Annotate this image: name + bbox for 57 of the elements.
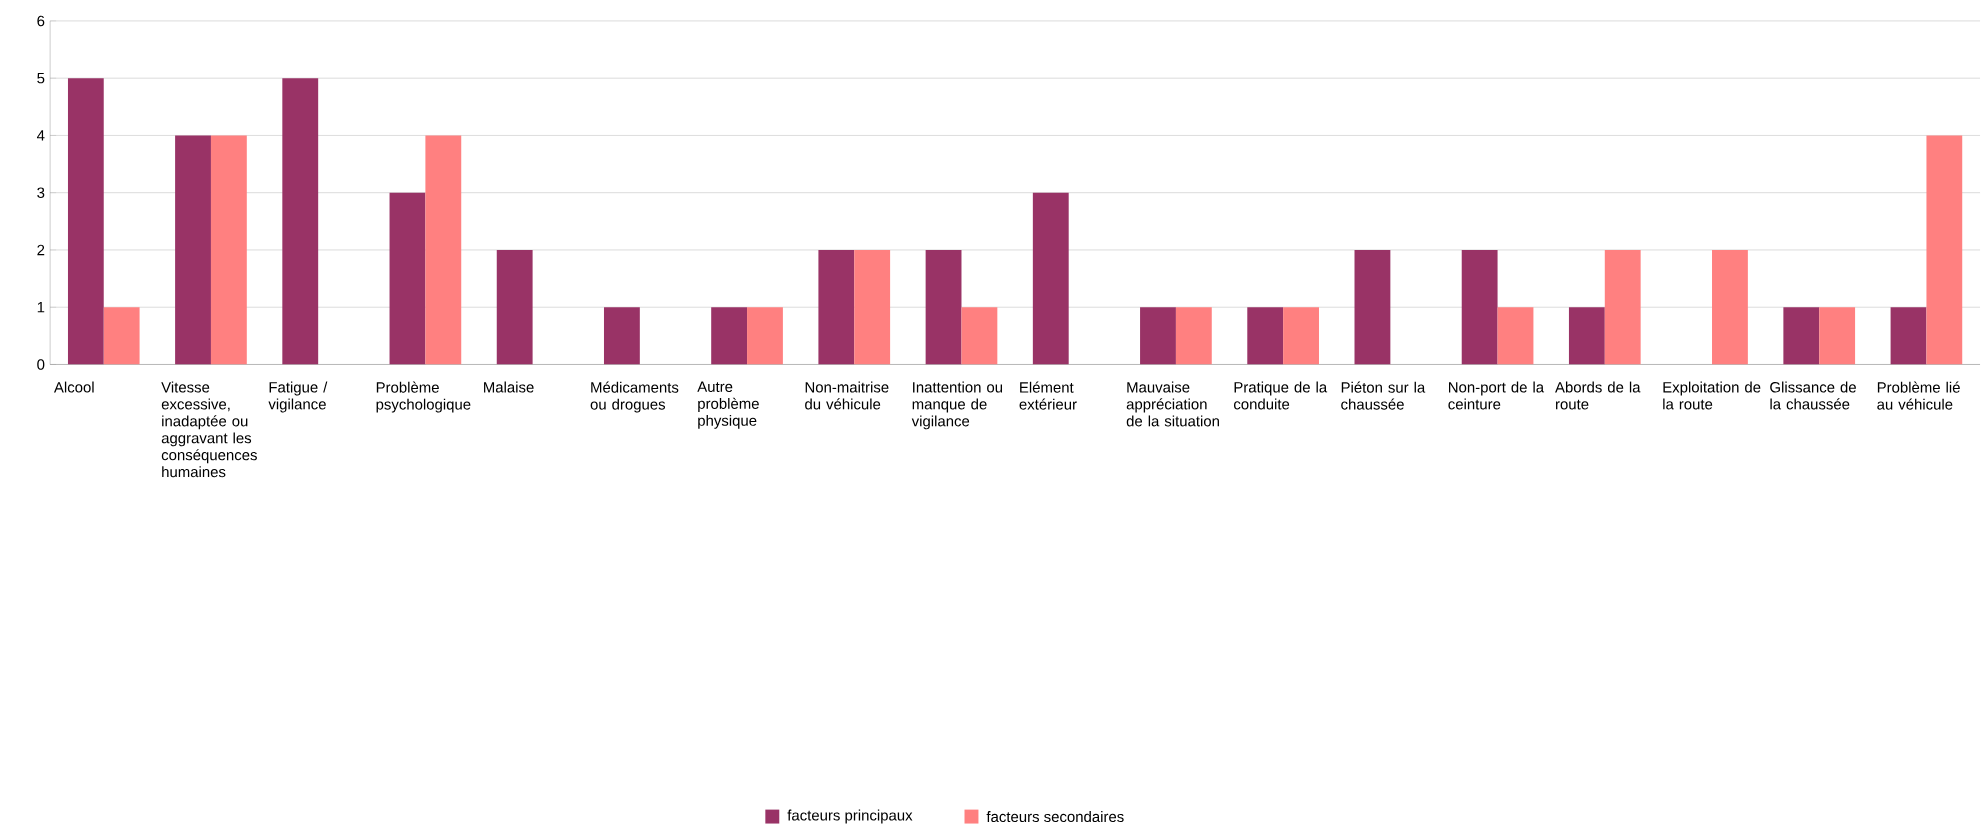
y-tick-label: 1 <box>37 302 45 313</box>
bar <box>1461 250 1498 365</box>
x-tick-label: Non-port de la ceinture <box>1448 381 1545 410</box>
bar <box>175 135 211 365</box>
bar <box>747 307 783 365</box>
x-tick-label: Pratique de la conduite <box>1233 381 1328 410</box>
bar <box>1354 250 1391 365</box>
bar <box>210 135 247 365</box>
x-tick-label: Alcool <box>53 381 94 393</box>
x-tick-label: Mauvaise appréciation de la situation <box>1126 381 1219 427</box>
x-tick-label: Exploitation de la route <box>1663 381 1761 410</box>
bar <box>1247 307 1284 365</box>
bar <box>1712 250 1748 365</box>
bar <box>1140 307 1176 365</box>
x-tick-label: Piéton sur la chaussée <box>1341 381 1426 410</box>
bar <box>854 250 891 365</box>
bar <box>925 250 962 365</box>
y-tick-label: 2 <box>37 244 45 256</box>
bar <box>818 250 855 365</box>
bar <box>711 307 748 365</box>
x-tick-label: Elément extérieur <box>1019 381 1077 410</box>
bar <box>282 78 319 365</box>
bar <box>67 78 104 365</box>
legend-label: facteurs principaux <box>787 809 913 824</box>
x-tick-label: Inattention ou manque de vigilance <box>911 381 1003 430</box>
y-tick-label: 4 <box>36 130 45 141</box>
x-tick-label: Non-maitrise du véhicule <box>805 381 889 410</box>
bar <box>1783 307 1820 365</box>
x-tick-label: Abords de la route <box>1555 381 1641 410</box>
bar <box>1568 307 1605 365</box>
legend-label: facteurs secondaires <box>986 811 1124 823</box>
x-tick-label: Médicaments ou drogues <box>590 381 679 413</box>
bar <box>603 307 640 365</box>
x-tick-label: Malaise <box>484 381 534 393</box>
bar <box>1283 307 1319 365</box>
x-tick-label: Glissance de la chaussée <box>1770 381 1856 410</box>
bar <box>961 307 998 365</box>
y-tick-label: 0 <box>37 359 45 370</box>
x-tick-label: Autre problème physique <box>697 381 759 430</box>
x-tick-label: Vitesse excessive, inadaptée ou aggravant les conséquences humaines <box>161 381 257 478</box>
bar <box>1175 307 1212 365</box>
bar <box>1497 307 1534 365</box>
x-tick-label: Problème lié au véhicule <box>1877 381 1960 410</box>
x-tick-label: Fatigue / vigilance <box>268 381 328 413</box>
bar <box>1890 307 1927 365</box>
bar <box>425 135 462 365</box>
bar <box>389 192 426 365</box>
bar <box>1032 192 1069 365</box>
y-tick-label: 5 <box>37 73 45 84</box>
bar <box>496 250 533 365</box>
bar <box>103 307 140 365</box>
bar <box>1819 307 1856 365</box>
bar <box>1926 135 1963 365</box>
x-tick-label: Problème psychologique <box>376 381 471 413</box>
y-tick-label: 6 <box>37 15 45 27</box>
y-tick-label: 3 <box>37 187 45 199</box>
bar <box>1604 250 1641 365</box>
